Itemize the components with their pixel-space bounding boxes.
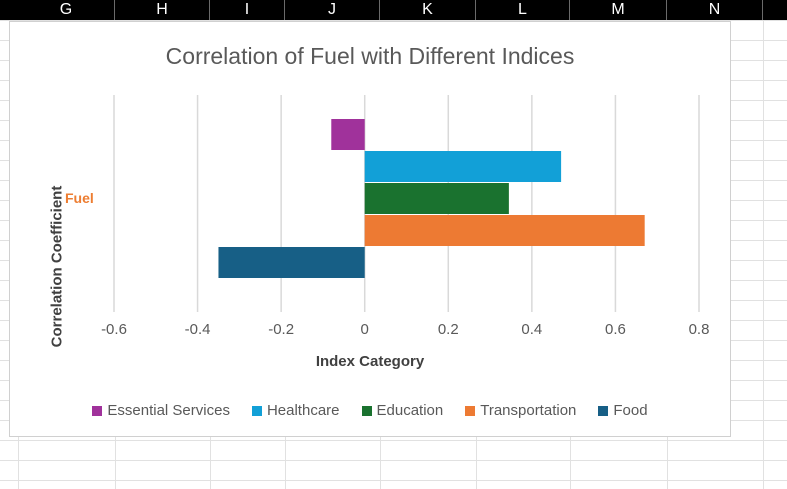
legend-swatch xyxy=(361,405,372,416)
x-tick-label: -0.4 xyxy=(185,321,211,338)
legend-swatch xyxy=(251,405,262,416)
chart-title[interactable]: Correlation of Fuel with Different Indic… xyxy=(165,43,575,69)
x-tick-label: 0 xyxy=(361,321,369,338)
legend-label: Transportation xyxy=(480,402,577,419)
legend-swatch xyxy=(598,405,609,416)
bar-essential-services[interactable] xyxy=(331,119,365,150)
legend-item-food[interactable]: Food xyxy=(598,402,648,419)
x-tick-label: -0.6 xyxy=(101,321,127,338)
bar-food[interactable] xyxy=(218,247,365,278)
chart-area[interactable]: Correlation of Fuel with Different Indic… xyxy=(9,21,731,437)
bar-education[interactable] xyxy=(364,183,509,214)
legend-item-healthcare[interactable]: Healthcare xyxy=(251,402,340,419)
legend-swatch xyxy=(92,405,103,416)
legend-label: Essential Services xyxy=(107,402,230,419)
legend-label: Healthcare xyxy=(266,402,340,419)
column-header-l[interactable]: L xyxy=(476,0,570,20)
column-header-n[interactable]: N xyxy=(667,0,763,20)
x-tick-label: 0.8 xyxy=(689,321,710,338)
column-header-j[interactable]: J xyxy=(285,0,380,20)
legend-item-essential-services[interactable]: Essential Services xyxy=(92,402,230,419)
x-axis-title[interactable]: Index Category xyxy=(315,353,425,370)
category-label: Fuel xyxy=(65,190,94,206)
x-tick-label: 0.4 xyxy=(521,321,542,338)
column-header-i[interactable]: I xyxy=(210,0,285,20)
bar-transportation[interactable] xyxy=(364,215,645,246)
column-header-k[interactable]: K xyxy=(380,0,476,20)
legend-item-education[interactable]: Education xyxy=(361,402,444,419)
column-header-g[interactable]: G xyxy=(18,0,115,20)
bar-healthcare[interactable] xyxy=(364,151,562,182)
legend[interactable]: Essential Services Healthcare Education Tra… xyxy=(10,402,730,419)
legend-swatch xyxy=(465,405,476,416)
column-header-h[interactable]: H xyxy=(115,0,210,20)
plot-area[interactable]: -0.6 -0.4 -0.2 0 0.2 0.4 0.6 0.8 xyxy=(10,22,730,352)
x-tick-label: -0.2 xyxy=(268,321,294,338)
legend-item-transportation[interactable]: Transportation xyxy=(465,402,576,419)
column-header-m[interactable]: M xyxy=(570,0,667,20)
x-tick-label: 0.6 xyxy=(605,321,626,338)
legend-label: Food xyxy=(613,402,648,419)
x-tick-label: 0.2 xyxy=(438,321,459,338)
legend-label: Education xyxy=(376,402,444,419)
